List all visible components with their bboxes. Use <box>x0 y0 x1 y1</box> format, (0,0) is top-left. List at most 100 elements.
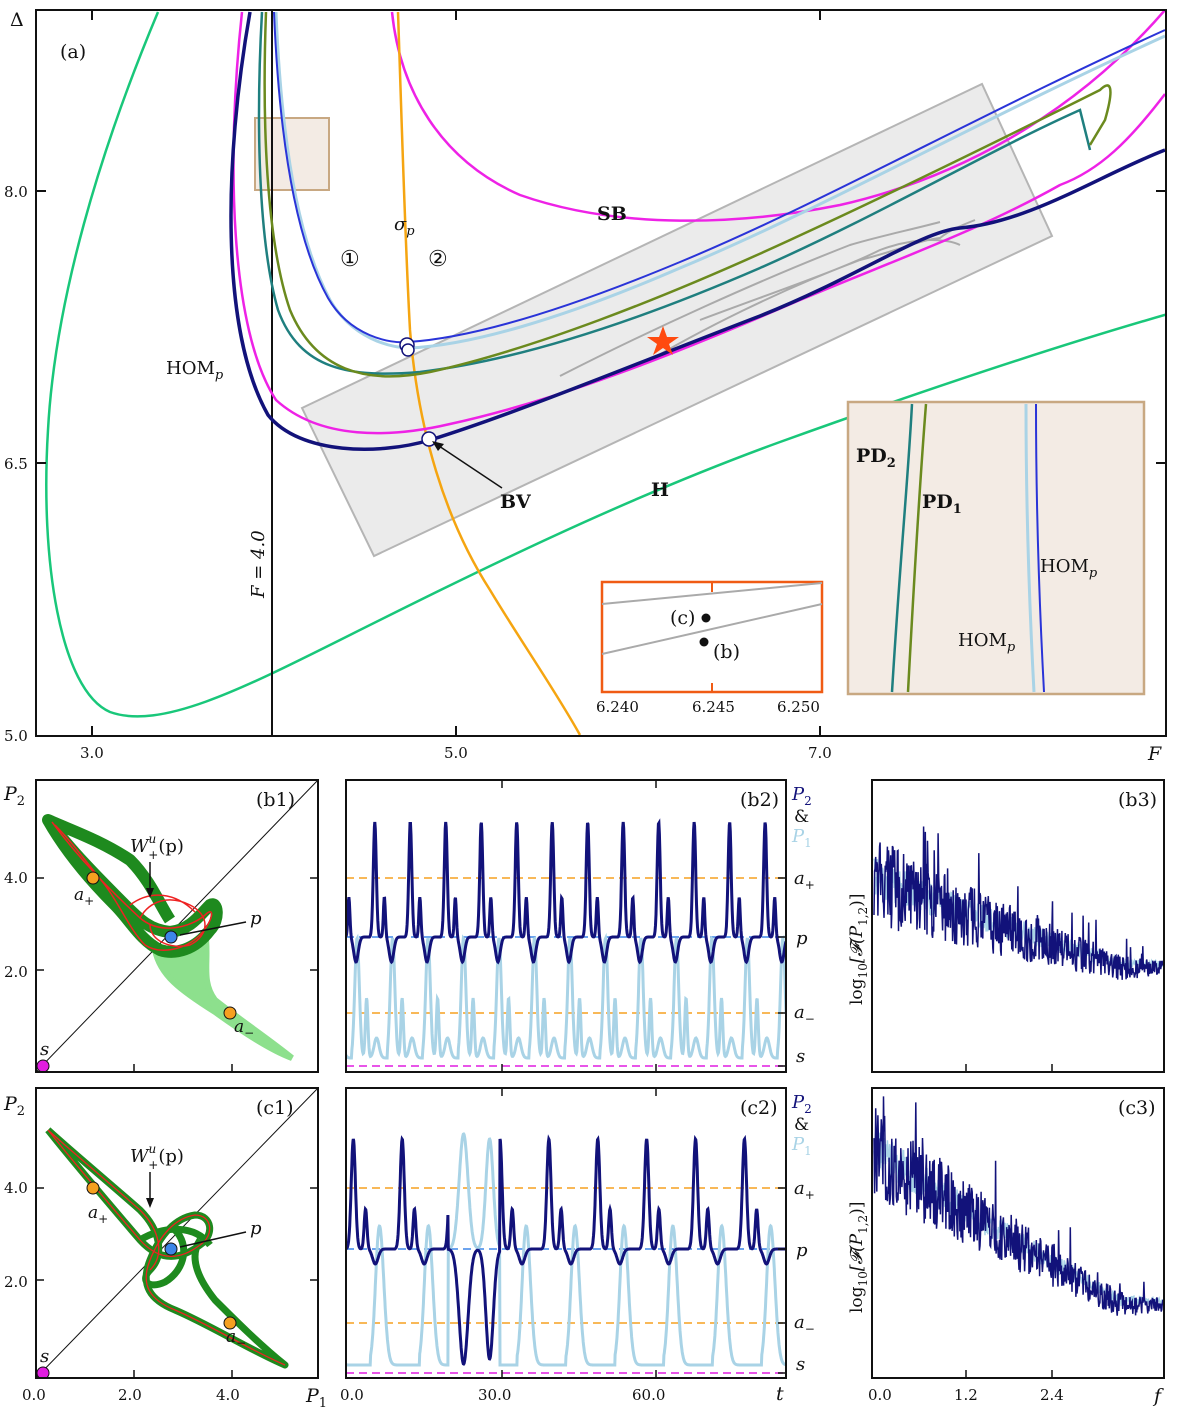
region-1-label: ① <box>340 247 360 272</box>
panel-b3-frame <box>871 779 1165 1073</box>
b1-w-sup: u <box>149 832 157 846</box>
c1-xtick-3: 4.0 <box>216 1386 240 1404</box>
b2-legend-p1-sub: 1 <box>804 836 812 850</box>
svg-text:PD2: PD2 <box>856 445 896 471</box>
svg-text:HOMp: HOMp <box>1040 556 1098 581</box>
b1-ytick-1: 2.0 <box>4 963 28 981</box>
panel-a-frame <box>35 9 1167 737</box>
inset-c: (c) (b) 6.240 6.245 6.250 <box>596 580 824 716</box>
svg-text:a+: a+ <box>794 868 815 892</box>
region-2-label: ② <box>428 247 448 272</box>
svg-text:a−: a− <box>234 1017 254 1040</box>
c3-ylabel: log <box>847 1286 867 1313</box>
svg-text:P1: P1 <box>791 826 812 850</box>
b1-aplus: a <box>74 885 84 905</box>
c2-xtick-1: 0.0 <box>340 1386 364 1404</box>
c1-ylabel: P <box>3 1093 18 1115</box>
c2-xlabel: t <box>776 1383 784 1405</box>
inset-c-label: (c) <box>670 607 695 629</box>
c1-aplus-sub: + <box>98 1212 108 1226</box>
c2-level-aminus-sub: − <box>805 1322 815 1336</box>
c1-w-tail: (p) <box>158 1146 184 1167</box>
c1-xtick-2: 2.0 <box>118 1386 142 1404</box>
bv-arrow-head <box>432 441 444 451</box>
b3-ylabel-tail: [𝓕(P <box>847 925 867 963</box>
c1-aminus: a <box>226 1327 236 1347</box>
svg-text:σp: σp <box>394 214 415 239</box>
c1-s-label: s <box>40 1346 49 1367</box>
svg-text:P2: P2 <box>791 784 812 808</box>
svg-text:a+: a+ <box>74 885 94 908</box>
b1-ylabel-sub: 2 <box>17 794 25 809</box>
svg-text:a+: a+ <box>794 1178 815 1202</box>
b2-level-aminus: a <box>794 1002 805 1023</box>
hom-sub: p <box>215 368 224 383</box>
c1-aplus: a <box>88 1203 98 1223</box>
c2-p2-series <box>346 1134 786 1366</box>
b3-p2-spectrum <box>873 826 1164 980</box>
svg-text:a−: a− <box>794 1312 815 1336</box>
c2-legend-amp: & <box>794 1115 809 1135</box>
panel-a-xtick-1: 3.0 <box>80 744 104 762</box>
hom-b-sub: p <box>1007 640 1016 655</box>
panel-c1: (c1) P2 2.0 4.0 0.0 2.0 4.0 P1 Wu +(p) p … <box>3 1087 327 1411</box>
panel-b1-frame <box>35 779 319 1073</box>
panel-a: (c) (b) 6.240 6.245 6.250 PD2 PD1 HOMp H… <box>4 9 1167 765</box>
c1-xtick-1: 0.0 <box>22 1386 46 1404</box>
c2-p1-series <box>346 1132 786 1367</box>
c1-aminus-sub: − <box>236 1336 246 1350</box>
panel-b2-frame <box>345 779 787 1073</box>
hom-blue-curve <box>273 11 1166 344</box>
sb-label: SB <box>597 203 627 225</box>
inset-c-xtick-2: 6.245 <box>692 698 735 716</box>
panel-a-xtick-3: 7.0 <box>808 744 832 762</box>
panel-a-ticks <box>36 10 1166 736</box>
panel-a-xtick-2: 5.0 <box>444 744 468 762</box>
b2-level-aminus-sub: − <box>805 1012 815 1026</box>
svg-text:log10[𝓕(P1,2)]: log10[𝓕(P1,2)] <box>847 894 870 1005</box>
hom-a-sub: p <box>1089 566 1098 581</box>
c3-xtick-3: 2.4 <box>1040 1386 1064 1404</box>
pd1-sub: 1 <box>953 502 962 517</box>
svg-text:a+: a+ <box>88 1203 108 1226</box>
c1-xlabel: P <box>305 1385 320 1407</box>
b2-level-p: p <box>796 928 808 949</box>
c2-legend-p1-sub: 1 <box>804 1144 812 1158</box>
c3-xtick-2: 1.2 <box>954 1386 978 1404</box>
svg-text:P2: P2 <box>3 1093 25 1119</box>
panel-c3: (c3) log10[𝓕(P1,2)] 0.0 1.2 2.4 f <box>847 1087 1165 1407</box>
c2-level-s: s <box>796 1354 805 1375</box>
hom-light-curve <box>274 11 1166 350</box>
c1-ytick-1: 2.0 <box>4 1273 28 1291</box>
b1-aminus: a <box>234 1017 244 1037</box>
panel-c3-frame <box>871 1087 1165 1379</box>
b1-s-label: s <box>40 1039 49 1060</box>
b2-legend-p1: P <box>791 826 805 847</box>
b3-ylabel: log <box>847 978 867 1005</box>
hom-label: HOM <box>166 358 215 379</box>
c3-ylabel-end: )] <box>847 1202 867 1215</box>
b1-w-label: W <box>130 836 150 857</box>
c2-level-aplus-sub: + <box>805 1188 815 1202</box>
c1-ylabel-sub: 2 <box>17 1104 25 1119</box>
svg-text:a−: a− <box>794 1002 815 1026</box>
panel-b3-label: (b3) <box>1118 789 1157 811</box>
hopf-label: H <box>651 479 669 501</box>
panel-a-ylabel: Δ <box>10 9 24 31</box>
svg-text:P2: P2 <box>791 1092 812 1116</box>
star-marker <box>647 326 679 355</box>
pd1-curve <box>263 11 1112 378</box>
small-panel-ticks <box>36 780 1053 1378</box>
svg-text:a−: a− <box>226 1327 246 1350</box>
panel-c1-label: (c1) <box>256 1097 294 1119</box>
panel-a-xlabel: F <box>1147 743 1162 765</box>
c3-p2-spectrum <box>873 1096 1164 1316</box>
c2-legend-p2: P <box>791 1092 805 1113</box>
b2-legend-p2: P <box>791 784 805 805</box>
svg-text:Wu+(p): Wu +(p) <box>130 1142 184 1172</box>
bv-arrow <box>435 443 503 489</box>
b1-w-sub: + <box>148 848 158 862</box>
panel-c3-label: (c3) <box>1118 1097 1156 1119</box>
panel-b2-label: (b2) <box>740 789 779 811</box>
